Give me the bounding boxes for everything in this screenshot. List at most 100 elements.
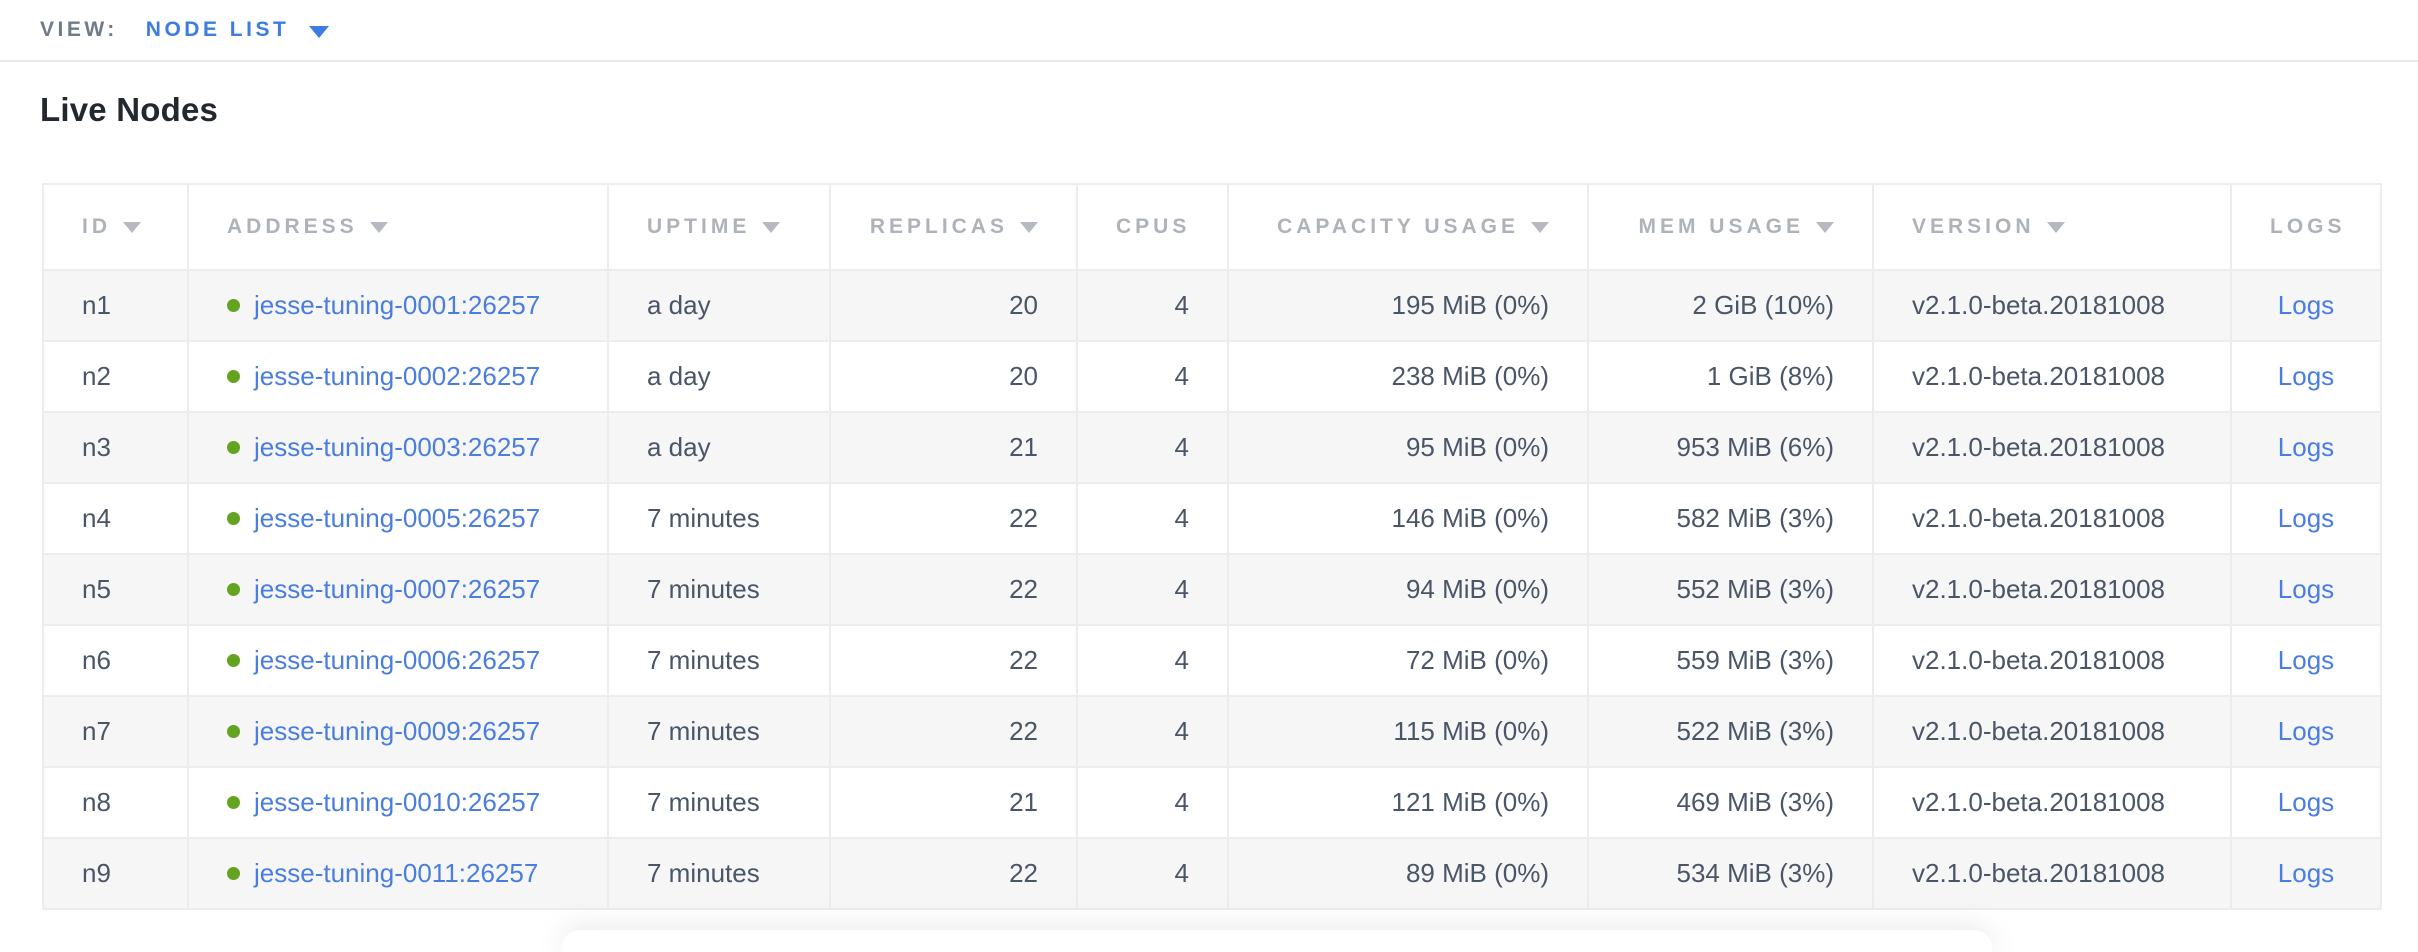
column-label: ADDRESS bbox=[227, 215, 358, 238]
cell-version: v2.1.0-beta.20181008 bbox=[1872, 837, 2232, 910]
node-status-dot bbox=[227, 441, 240, 454]
sort-desc-icon bbox=[1816, 222, 1834, 233]
view-bar: VIEW: NODE LIST bbox=[0, 0, 2418, 62]
cell-capacity: 72 MiB (0%) bbox=[1227, 624, 1589, 697]
cell-logs: Logs bbox=[2230, 269, 2382, 342]
logs-link[interactable]: Logs bbox=[2277, 361, 2335, 391]
cell-capacity: 95 MiB (0%) bbox=[1227, 411, 1589, 484]
cell-logs: Logs bbox=[2230, 766, 2382, 839]
cell-version: v2.1.0-beta.20181008 bbox=[1872, 340, 2232, 413]
table-row: n4 jesse-tuning-0005:26257 7 minutes 22 4 146… bbox=[42, 482, 2382, 555]
cell-replicas: 22 bbox=[829, 695, 1078, 768]
column-header-version[interactable]: VERSION bbox=[1872, 183, 2232, 271]
cell-logs: Logs bbox=[2230, 695, 2382, 768]
view-selector-dropdown[interactable]: NODE LIST bbox=[146, 18, 330, 42]
column-header-cpus: CPUS bbox=[1076, 183, 1229, 271]
column-header-logs: LOGS bbox=[2230, 183, 2382, 271]
table-row: n3 jesse-tuning-0003:26257 a day 21 4 95 MiB … bbox=[42, 411, 2382, 484]
header-row: ID ADDRESS UPTIME REPLICAS CPUS CAPACITY USAG… bbox=[42, 183, 2382, 271]
logs-link[interactable]: Logs bbox=[2277, 290, 2335, 320]
cell-replicas: 22 bbox=[829, 482, 1078, 555]
cell-replicas: 20 bbox=[829, 340, 1078, 413]
node-address-link[interactable]: jesse-tuning-0001:26257 bbox=[254, 290, 541, 320]
column-header-mem[interactable]: MEM USAGE bbox=[1587, 183, 1874, 271]
cell-replicas: 22 bbox=[829, 837, 1078, 910]
logs-link[interactable]: Logs bbox=[2277, 858, 2335, 888]
cell-version: v2.1.0-beta.20181008 bbox=[1872, 553, 2232, 626]
table-row: n7 jesse-tuning-0009:26257 7 minutes 22 4 115… bbox=[42, 695, 2382, 768]
cell-mem: 522 MiB (3%) bbox=[1587, 695, 1874, 768]
cell-cpus: 4 bbox=[1076, 482, 1229, 555]
cell-mem: 953 MiB (6%) bbox=[1587, 411, 1874, 484]
chevron-down-icon bbox=[309, 26, 330, 38]
live-nodes-table: ID ADDRESS UPTIME REPLICAS CPUS CAPACITY USAG… bbox=[42, 183, 2382, 910]
logs-link[interactable]: Logs bbox=[2277, 503, 2335, 533]
node-status-dot bbox=[227, 512, 240, 525]
cell-capacity: 89 MiB (0%) bbox=[1227, 837, 1589, 910]
logs-link[interactable]: Logs bbox=[2277, 645, 2335, 675]
node-status-dot bbox=[227, 654, 240, 667]
column-label: MEM USAGE bbox=[1638, 215, 1804, 238]
cell-logs: Logs bbox=[2230, 624, 2382, 697]
node-status-dot bbox=[227, 867, 240, 880]
cell-capacity: 195 MiB (0%) bbox=[1227, 269, 1589, 342]
cell-logs: Logs bbox=[2230, 340, 2382, 413]
cell-logs: Logs bbox=[2230, 553, 2382, 626]
node-address-link[interactable]: jesse-tuning-0010:26257 bbox=[254, 787, 541, 817]
cell-cpus: 4 bbox=[1076, 837, 1229, 910]
cell-id: n5 bbox=[42, 553, 189, 626]
column-header-replicas[interactable]: REPLICAS bbox=[829, 183, 1078, 271]
cell-cpus: 4 bbox=[1076, 695, 1229, 768]
cell-mem: 582 MiB (3%) bbox=[1587, 482, 1874, 555]
node-status-dot bbox=[227, 299, 240, 312]
column-header-uptime[interactable]: UPTIME bbox=[607, 183, 831, 271]
cell-id: n6 bbox=[42, 624, 189, 697]
cell-capacity: 115 MiB (0%) bbox=[1227, 695, 1589, 768]
logs-link[interactable]: Logs bbox=[2277, 574, 2335, 604]
cell-mem: 2 GiB (10%) bbox=[1587, 269, 1874, 342]
view-selected-value: NODE LIST bbox=[145, 18, 290, 41]
logs-link[interactable]: Logs bbox=[2277, 716, 2335, 746]
column-header-id[interactable]: ID bbox=[42, 183, 189, 271]
table-row: n1 jesse-tuning-0001:26257 a day 20 4 195 MiB… bbox=[42, 269, 2382, 342]
cell-address: jesse-tuning-0006:26257 bbox=[187, 624, 609, 697]
cell-address: jesse-tuning-0011:26257 bbox=[187, 837, 609, 910]
node-address-link[interactable]: jesse-tuning-0005:26257 bbox=[254, 503, 541, 533]
node-address-link[interactable]: jesse-tuning-0006:26257 bbox=[254, 645, 541, 675]
node-status-dot bbox=[227, 725, 240, 738]
cell-id: n1 bbox=[42, 269, 189, 342]
column-label: REPLICAS bbox=[869, 215, 1008, 238]
cell-uptime: 7 minutes bbox=[607, 482, 831, 555]
cell-replicas: 20 bbox=[829, 269, 1078, 342]
column-label: ID bbox=[82, 215, 111, 238]
cell-cpus: 4 bbox=[1076, 340, 1229, 413]
sort-desc-icon bbox=[762, 222, 781, 233]
logs-link[interactable]: Logs bbox=[2277, 432, 2335, 462]
node-address-link[interactable]: jesse-tuning-0011:26257 bbox=[254, 858, 539, 888]
nodes-tbody: n1 jesse-tuning-0001:26257 a day 20 4 195 MiB… bbox=[42, 269, 2382, 910]
cell-logs: Logs bbox=[2230, 837, 2382, 910]
sort-desc-icon bbox=[369, 222, 388, 233]
table-row: n8 jesse-tuning-0010:26257 7 minutes 21 4 121… bbox=[42, 766, 2382, 839]
cell-cpus: 4 bbox=[1076, 624, 1229, 697]
node-address-link[interactable]: jesse-tuning-0003:26257 bbox=[254, 432, 541, 462]
cell-address: jesse-tuning-0003:26257 bbox=[187, 411, 609, 484]
node-address-link[interactable]: jesse-tuning-0002:26257 bbox=[254, 361, 541, 391]
cell-address: jesse-tuning-0001:26257 bbox=[187, 269, 609, 342]
column-header-address[interactable]: ADDRESS bbox=[187, 183, 609, 271]
sort-desc-icon bbox=[1020, 222, 1038, 233]
column-header-capacity[interactable]: CAPACITY USAGE bbox=[1227, 183, 1589, 271]
cell-capacity: 238 MiB (0%) bbox=[1227, 340, 1589, 413]
cell-address: jesse-tuning-0010:26257 bbox=[187, 766, 609, 839]
cell-uptime: 7 minutes bbox=[607, 553, 831, 626]
node-address-link[interactable]: jesse-tuning-0007:26257 bbox=[254, 574, 541, 604]
cell-id: n9 bbox=[42, 837, 189, 910]
cell-replicas: 21 bbox=[829, 411, 1078, 484]
cell-version: v2.1.0-beta.20181008 bbox=[1872, 766, 2232, 839]
node-status-dot bbox=[227, 370, 240, 383]
logs-link[interactable]: Logs bbox=[2277, 787, 2335, 817]
column-label: UPTIME bbox=[647, 215, 751, 238]
cell-version: v2.1.0-beta.20181008 bbox=[1872, 482, 2232, 555]
cell-cpus: 4 bbox=[1076, 553, 1229, 626]
node-address-link[interactable]: jesse-tuning-0009:26257 bbox=[254, 716, 541, 746]
